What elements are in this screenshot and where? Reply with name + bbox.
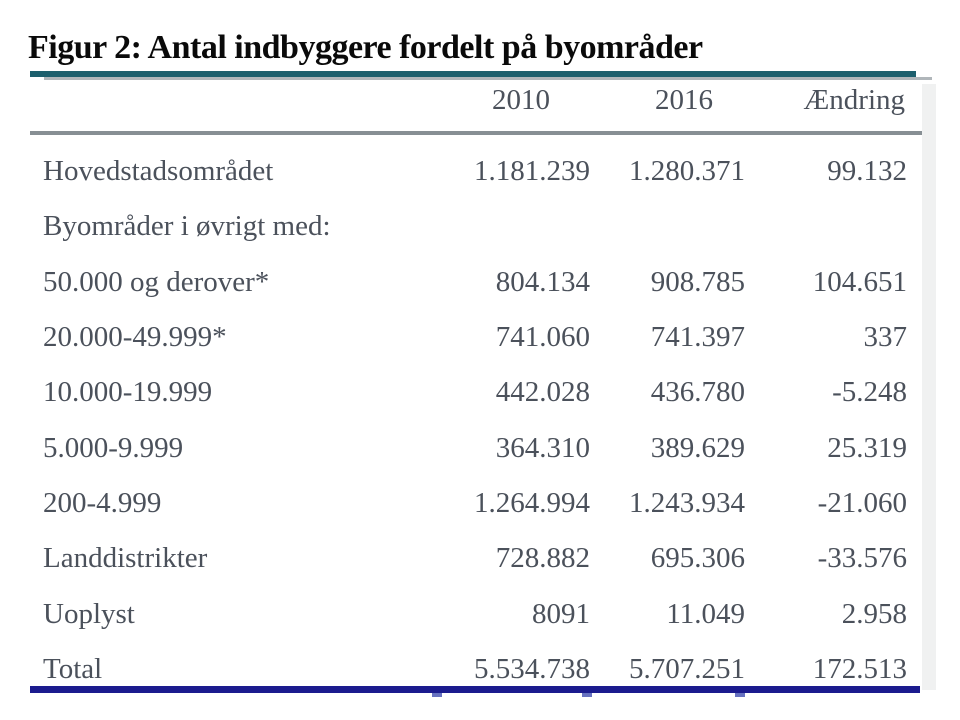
- cell-2010: 442.028: [495, 376, 590, 409]
- row-label: 200-4.999: [43, 486, 162, 519]
- cell-change: -33.576: [817, 542, 907, 575]
- cell-2016: 741.397: [650, 321, 745, 354]
- right-edge-artifact: [922, 84, 936, 690]
- cell-2016: 1.243.934: [629, 486, 745, 519]
- table-row: Landdistrikter 728.882 695.306 -33.576: [30, 531, 907, 586]
- cell-2016: 1.280.371: [629, 155, 745, 188]
- table-header-row: 2010 2016 Ændring: [30, 80, 907, 120]
- cell-change: -5.248: [832, 376, 907, 409]
- row-label: Hovedstadsområdet: [43, 155, 274, 188]
- cell-change: 2.958: [841, 597, 907, 630]
- table-row: Byområder i øvrigt med:: [30, 199, 907, 254]
- cell-change: 99.132: [827, 155, 907, 188]
- table-row: 50.000 og derover* 804.134 908.785 104.6…: [30, 255, 907, 310]
- cell-2010: 1.181.239: [474, 155, 590, 188]
- table-body: Hovedstadsområdet 1.181.239 1.280.371 99…: [30, 144, 907, 697]
- col-header-2016: 2016: [655, 83, 713, 116]
- cell-2016: 436.780: [650, 376, 745, 409]
- title-rule: [30, 71, 916, 77]
- table-row: Total 5.534.738 5.707.251 172.513: [30, 642, 907, 697]
- cell-2016: 5.707.251: [629, 652, 745, 685]
- row-label: 5.000-9.999: [43, 431, 184, 464]
- cell-2016: 389.629: [650, 431, 745, 464]
- table-row: Uoplyst 8091 11.049 2.958: [30, 586, 907, 641]
- header-rule: [30, 131, 932, 135]
- cell-change: 337: [863, 321, 908, 354]
- col-header-change: Ændring: [803, 83, 906, 116]
- row-label: 10.000-19.999: [43, 376, 213, 409]
- table-row: Hovedstadsområdet 1.181.239 1.280.371 99…: [30, 144, 907, 199]
- cell-2010: 5.534.738: [474, 652, 590, 685]
- row-label: Total: [43, 652, 103, 685]
- table-row: 10.000-19.999 442.028 436.780 -5.248: [30, 365, 907, 420]
- row-label: 50.000 og derover*: [43, 265, 270, 298]
- cell-2016: 695.306: [650, 542, 745, 575]
- col-header-2010: 2010: [492, 83, 550, 116]
- table-row: 20.000-49.999* 741.060 741.397 337: [30, 310, 907, 365]
- cell-2010: 364.310: [495, 431, 590, 464]
- cell-2010: 8091: [532, 597, 590, 630]
- title-rule-shadow: [44, 77, 932, 80]
- row-label: Byområder i øvrigt med:: [43, 210, 331, 243]
- bottom-rule: [30, 686, 920, 693]
- table-row: 200-4.999 1.264.994 1.243.934 -21.060: [30, 476, 907, 531]
- cell-2010: 728.882: [495, 542, 590, 575]
- cell-2016: 11.049: [666, 597, 745, 630]
- cell-change: 104.651: [812, 265, 907, 298]
- cell-2010: 741.060: [495, 321, 590, 354]
- row-label: 20.000-49.999*: [43, 321, 227, 354]
- cell-change: -21.060: [817, 486, 907, 519]
- table-row: 5.000-9.999 364.310 389.629 25.319: [30, 420, 907, 475]
- cell-2010: 804.134: [495, 265, 590, 298]
- figure-title: Figur 2: Antal indbyggere fordelt på byo…: [28, 29, 703, 66]
- row-label: Landdistrikter: [43, 542, 208, 575]
- row-label: Uoplyst: [43, 597, 135, 630]
- bottom-rule-tick: [582, 693, 592, 697]
- bottom-rule-tick: [735, 693, 745, 697]
- cell-2010: 1.264.994: [474, 486, 590, 519]
- cell-change: 25.319: [827, 431, 907, 464]
- bottom-rule-tick: [432, 693, 442, 697]
- cell-2016: 908.785: [650, 265, 745, 298]
- cell-change: 172.513: [812, 652, 907, 685]
